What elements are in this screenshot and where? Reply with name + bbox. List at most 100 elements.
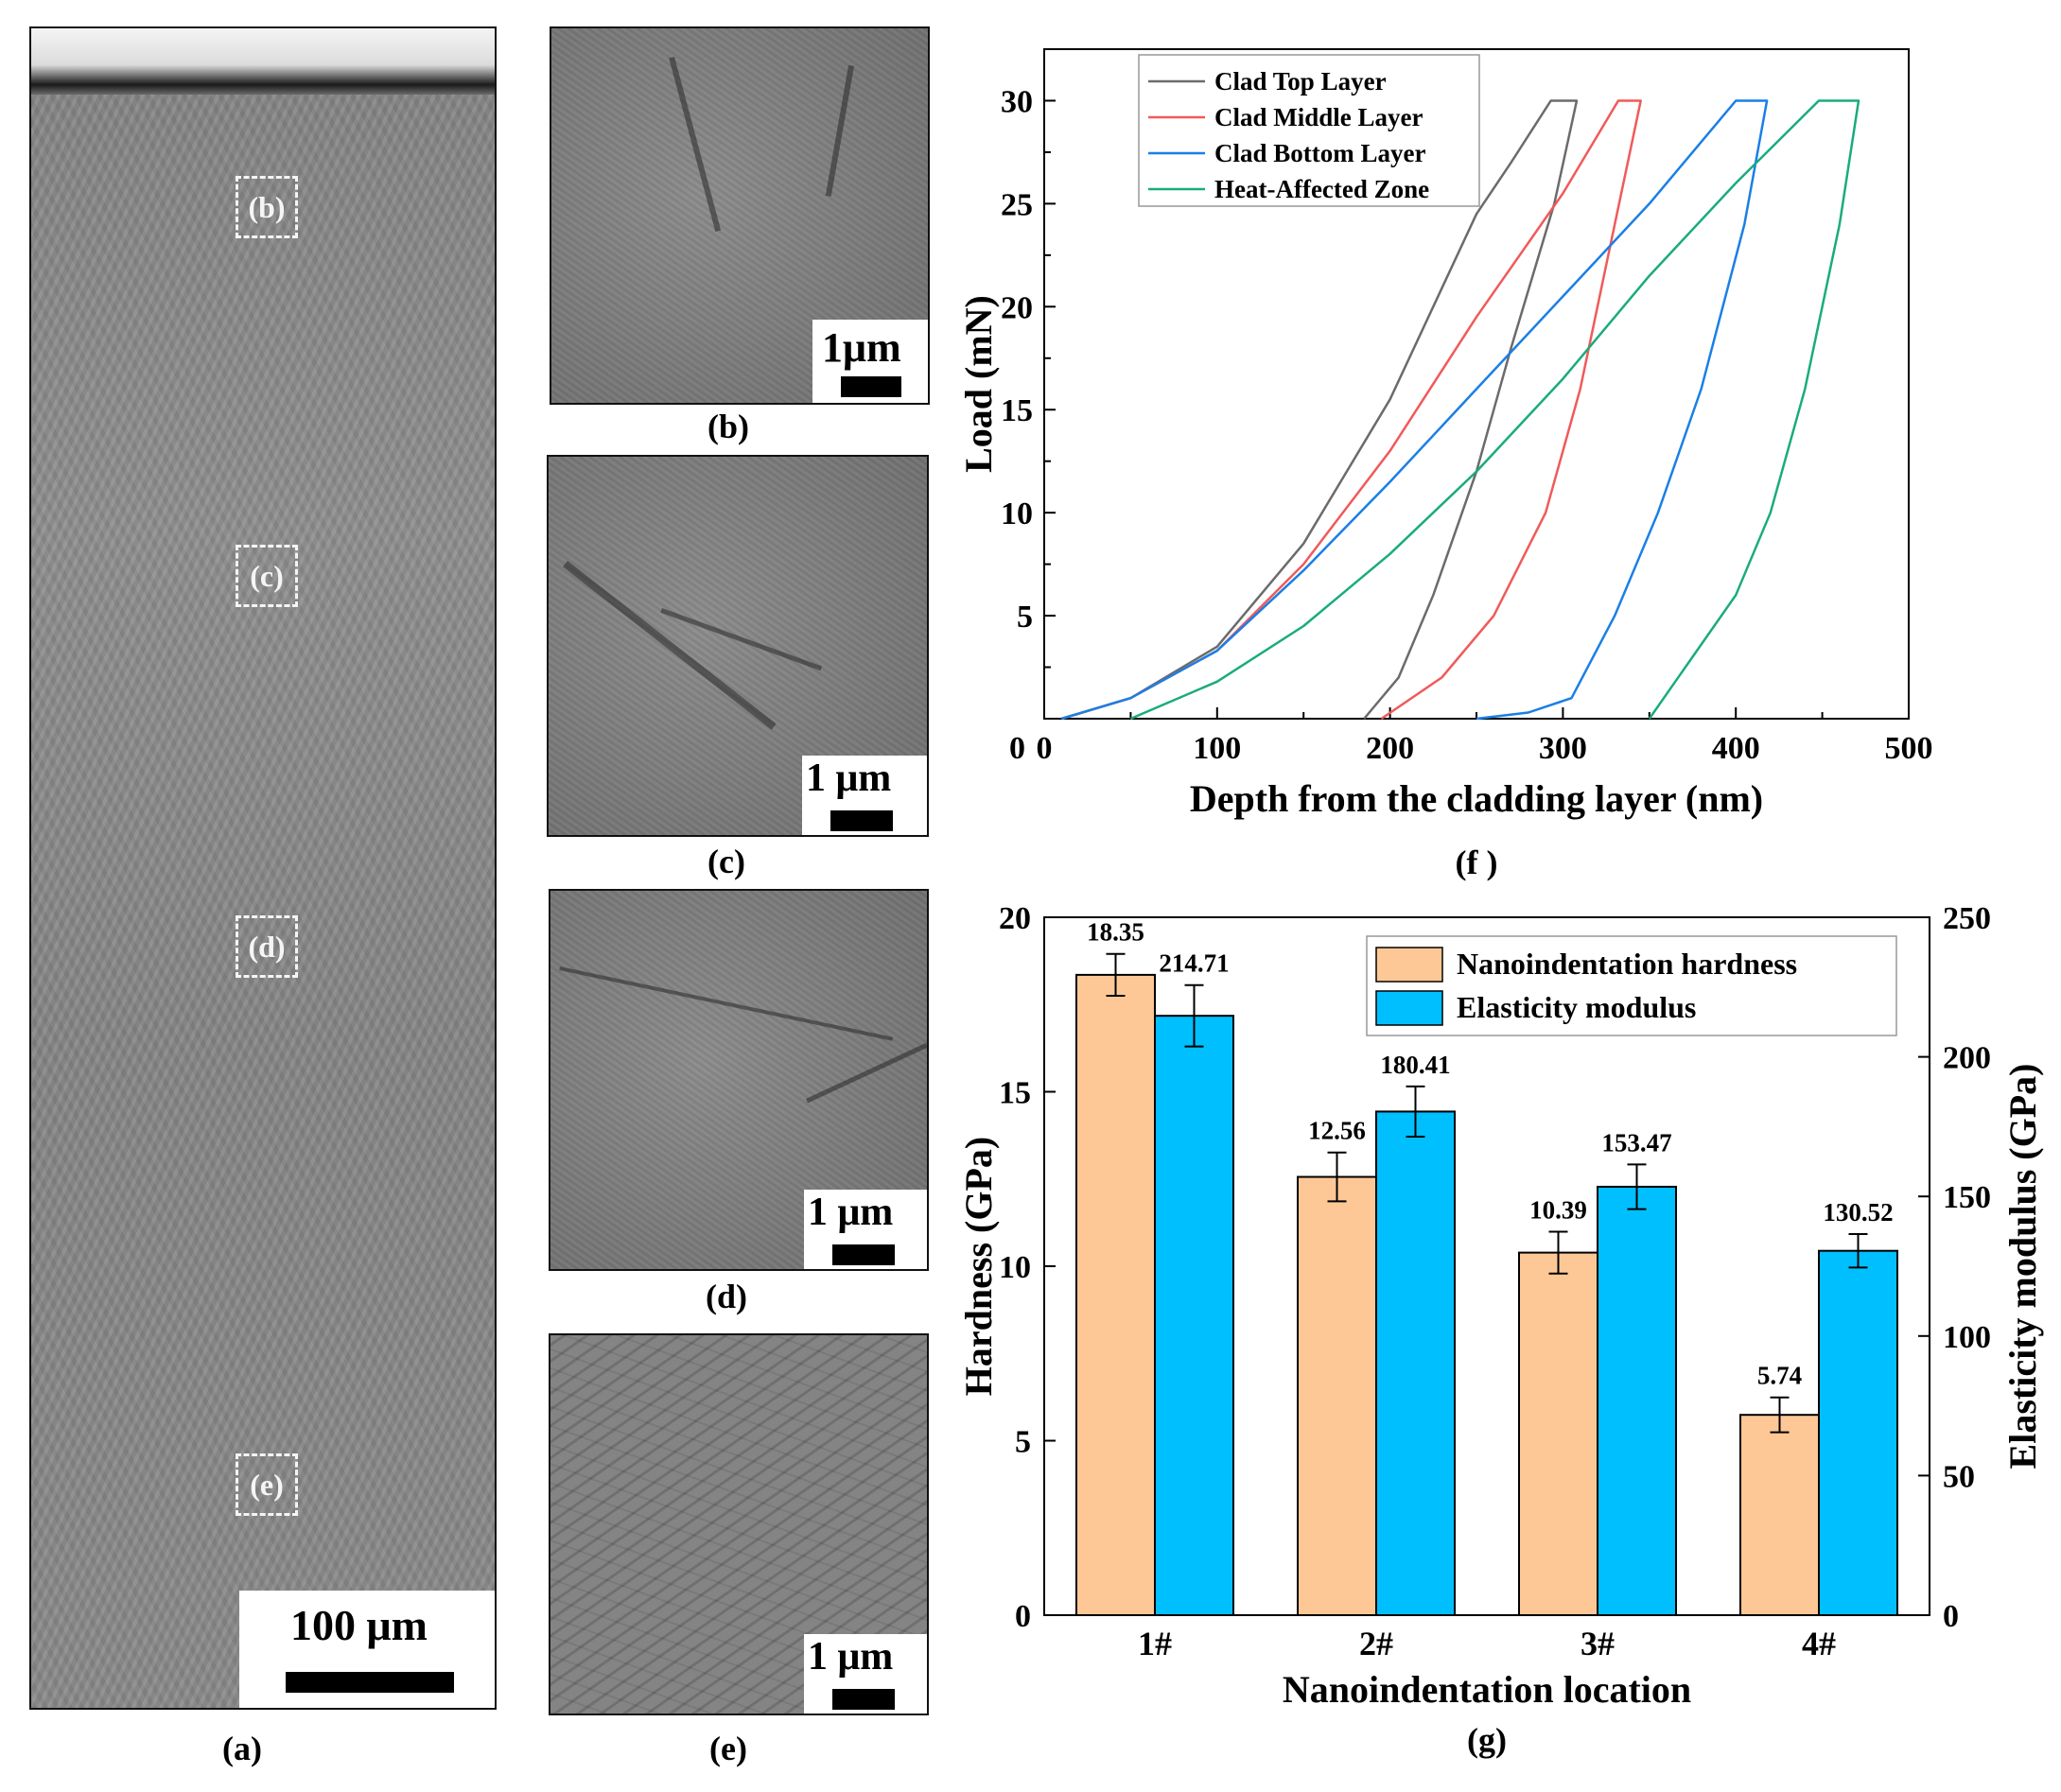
scale-label-c: 1 μm bbox=[806, 757, 892, 800]
data-label: 180.41 bbox=[1380, 1051, 1450, 1079]
curve-clad-middle-layer bbox=[1060, 99, 1642, 721]
y2-axis-title-g: Elasticity modulus (GPa) bbox=[2001, 1064, 2044, 1470]
caption-c: (c) bbox=[707, 843, 745, 880]
y-tick-label-g: 0 bbox=[1015, 1599, 1031, 1634]
x-axis-title-g: Nanoindentation location bbox=[1283, 1668, 1691, 1711]
coating-layer bbox=[31, 28, 495, 95]
origin-label-f: 0 bbox=[1009, 731, 1025, 766]
data-label: 130.52 bbox=[1823, 1198, 1893, 1227]
marker-b: (b) bbox=[236, 176, 298, 238]
bar-modulus bbox=[1597, 1185, 1677, 1616]
legend-swatch-g bbox=[1375, 990, 1443, 1026]
bar-hardness bbox=[1739, 1414, 1820, 1616]
grain-boundary bbox=[825, 64, 854, 197]
y-tick-label-f: 15 bbox=[1001, 393, 1033, 428]
scale-bar-e bbox=[832, 1689, 895, 1710]
caption-f: (f ) bbox=[1456, 844, 1498, 881]
legend-label-f: Clad Top Layer bbox=[1214, 67, 1387, 96]
legend-label-g: Elasticity modulus bbox=[1457, 990, 1696, 1024]
y2-tick-label-g: 0 bbox=[1943, 1599, 1959, 1634]
x-tick-label-g: 3# bbox=[1581, 1625, 1615, 1662]
legend-f bbox=[1138, 54, 1480, 207]
legend-g bbox=[1366, 935, 1897, 1036]
scale-label-e: 1 μm bbox=[808, 1635, 894, 1679]
y-tick-label-g: 20 bbox=[999, 901, 1031, 936]
x-axis-title-f: Depth from the cladding layer (nm) bbox=[1190, 777, 1763, 820]
y2-tick-label-g: 150 bbox=[1943, 1180, 1991, 1215]
curve-clad-bottom-layer bbox=[1060, 99, 1769, 721]
bar-modulus bbox=[1818, 1249, 1898, 1616]
y2-tick-label-g: 250 bbox=[1943, 901, 1991, 936]
caption-a: (a) bbox=[222, 1730, 262, 1767]
bar-modulus bbox=[1375, 1110, 1456, 1616]
data-label: 153.47 bbox=[1601, 1128, 1671, 1157]
data-label: 214.71 bbox=[1159, 949, 1229, 978]
scale-bar-c bbox=[830, 810, 893, 831]
y-tick-label-f: 30 bbox=[1001, 84, 1033, 119]
y-tick-label-g: 5 bbox=[1015, 1425, 1031, 1460]
scale-label-d: 1 μm bbox=[808, 1191, 894, 1234]
micrograph-b: 1μm bbox=[550, 26, 930, 405]
curve-heat-affected-zone bbox=[1129, 99, 1860, 721]
scale-bar-b bbox=[841, 376, 901, 397]
legend-swatch-g bbox=[1375, 947, 1443, 983]
legend-label-g: Nanoindentation hardness bbox=[1457, 947, 1797, 981]
scale-bar-d bbox=[832, 1244, 895, 1265]
x-tick-label-f: 400 bbox=[1712, 731, 1760, 766]
x-tick-label-g: 1# bbox=[1138, 1625, 1172, 1662]
data-label: 5.74 bbox=[1757, 1362, 1802, 1390]
x-tick-label-g: 2# bbox=[1359, 1625, 1393, 1662]
scale-label-a: 100 μm bbox=[290, 1601, 428, 1649]
chart-g: 051015200501001502002501#18.35214.712#12… bbox=[965, 901, 2044, 1759]
scale-label-b: 1μm bbox=[822, 324, 901, 371]
y2-tick-label-g: 200 bbox=[1943, 1041, 1991, 1076]
y-tick-label-f: 5 bbox=[1017, 600, 1033, 635]
x-tick-label-f: 200 bbox=[1366, 731, 1414, 766]
data-label: 12.56 bbox=[1308, 1117, 1366, 1145]
x-tick-label-f: 300 bbox=[1539, 731, 1587, 766]
y-axis-title-f: Load (mN) bbox=[965, 295, 1000, 473]
grain-boundary bbox=[563, 561, 777, 730]
caption-g: (g) bbox=[1467, 1721, 1507, 1759]
y2-tick-label-g: 100 bbox=[1943, 1320, 1991, 1355]
legend-label-f: Clad Middle Layer bbox=[1214, 103, 1423, 131]
bar-hardness bbox=[1075, 973, 1156, 1616]
caption-b: (b) bbox=[707, 408, 749, 445]
caption-d: (d) bbox=[706, 1278, 747, 1315]
y-tick-label-g: 10 bbox=[999, 1250, 1031, 1285]
y-tick-label-g: 15 bbox=[999, 1076, 1031, 1111]
data-label: 18.35 bbox=[1087, 918, 1144, 947]
micrograph-e: 1 μm bbox=[549, 1333, 929, 1715]
legend-label-f: Clad Bottom Layer bbox=[1214, 139, 1425, 167]
scale-box-b: 1μm bbox=[812, 320, 928, 403]
y2-tick-label-g: 50 bbox=[1943, 1459, 1975, 1494]
bar-hardness bbox=[1518, 1251, 1598, 1616]
y-tick-label-f: 25 bbox=[1001, 187, 1033, 222]
caption-e: (e) bbox=[709, 1730, 747, 1767]
legend-label-f: Heat-Affected Zone bbox=[1214, 175, 1429, 203]
marker-e: (e) bbox=[236, 1453, 298, 1516]
y-tick-label-f: 20 bbox=[1001, 290, 1033, 325]
y-axis-title-g: Hardness (GPa) bbox=[965, 1137, 1000, 1396]
grain-boundary bbox=[669, 57, 722, 233]
micrograph-a: (b) (c) (d) (e) 100 μm bbox=[29, 26, 497, 1710]
x-tick-label-g: 4# bbox=[1802, 1625, 1836, 1662]
micrograph-d: 1 μm bbox=[549, 889, 929, 1271]
scale-bar-a bbox=[286, 1672, 454, 1693]
marker-d: (d) bbox=[236, 915, 298, 978]
scale-box-d: 1 μm bbox=[804, 1190, 927, 1269]
scale-box-c: 1 μm bbox=[802, 756, 927, 835]
grain-boundary bbox=[806, 1042, 927, 1104]
curve-clad-top-layer bbox=[1060, 99, 1579, 721]
micrograph-c: 1 μm bbox=[547, 455, 929, 837]
data-label: 10.39 bbox=[1529, 1195, 1587, 1224]
grain-boundary bbox=[559, 966, 894, 1041]
bar-hardness bbox=[1297, 1175, 1377, 1616]
scale-box-a: 100 μm bbox=[239, 1591, 495, 1708]
y-tick-label-f: 10 bbox=[1001, 496, 1033, 531]
bar-modulus bbox=[1154, 1015, 1234, 1616]
marker-c: (c) bbox=[236, 545, 298, 607]
x-tick-label-f: 0 bbox=[1037, 731, 1053, 766]
x-tick-label-f: 100 bbox=[1193, 731, 1241, 766]
x-tick-label-f: 500 bbox=[1885, 731, 1933, 766]
